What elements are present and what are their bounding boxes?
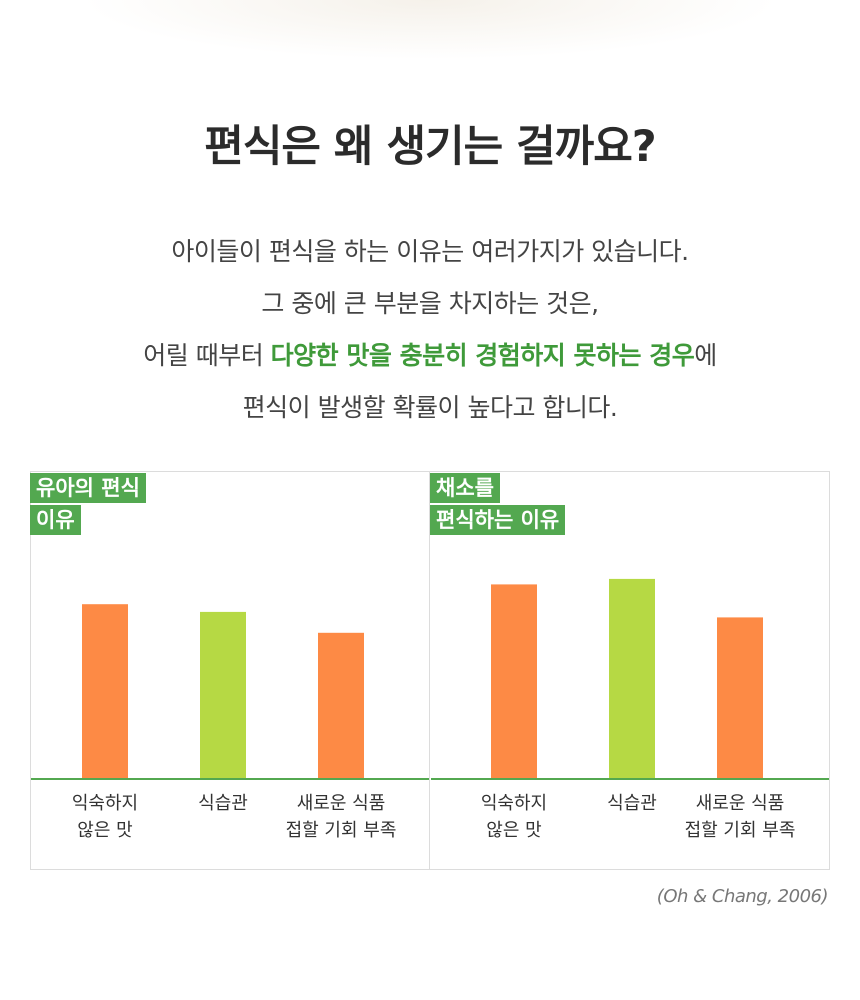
- x-tick-label-chart1-3-line2: 접할 기회 부족: [286, 820, 397, 841]
- description: 아이들이 편식을 하는 이유는 여러가지가 있습니다. 그 중에 큰 부분을 차…: [0, 226, 860, 434]
- bar-chart1-2: [200, 611, 246, 778]
- panel-title-left-line-2: 이유: [30, 505, 81, 535]
- x-tick-label-chart2-1-line2: 않은 맛: [486, 820, 541, 841]
- bar-chart1-3: [318, 632, 364, 778]
- page-title: 편식은 왜 생기는 걸까요?: [204, 122, 656, 172]
- panel-divider: [429, 471, 430, 870]
- bar-chart2-3: [717, 617, 763, 778]
- bar-chart1-1: [82, 604, 128, 778]
- panel-title-right: 채소를 편식하는 이유: [430, 473, 566, 537]
- panel-title-right-line-2: 편식하는 이유: [430, 505, 566, 535]
- description-line-3-before: 어릴 때부터: [143, 341, 271, 370]
- source-citation: (Oh & Chang, 2006): [656, 886, 829, 907]
- description-line-3: 어릴 때부터 다양한 맛을 충분히 경험하지 못하는 경우에: [0, 330, 860, 382]
- description-line-2: 그 중에 큰 부분을 차지하는 것은,: [261, 289, 599, 318]
- x-tick-label-chart2-2-line1: 식습관: [607, 793, 657, 814]
- x-tick-label-chart1-1-line2: 않은 맛: [77, 820, 132, 841]
- x-tick-label-chart2-1-line1: 익숙하지: [481, 793, 547, 814]
- bar-chart2-1: [491, 584, 537, 778]
- description-line-4: 편식이 발생할 확률이 높다고 합니다.: [242, 393, 618, 422]
- x-tick-label-chart1-1-line1: 익숙하지: [72, 793, 138, 814]
- x-tick-label-chart2-3-line1: 새로운 식품: [696, 793, 785, 814]
- panel-title-left: 유아의 편식 이유: [30, 473, 146, 537]
- x-tick-label-chart2-3-line2: 접할 기회 부족: [685, 820, 796, 841]
- x-tick-label-chart1-3-line1: 새로운 식품: [297, 793, 386, 814]
- chart-frame: [30, 471, 830, 870]
- description-line-1: 아이들이 편식을 하는 이유는 여러가지가 있습니다.: [171, 237, 689, 266]
- description-line-3-after: 에: [694, 341, 717, 370]
- description-highlight: 다양한 맛을 충분히 경험하지 못하는 경우: [270, 341, 695, 370]
- x-tick-label-chart1-2-line1: 식습관: [198, 793, 248, 814]
- panel-title-right-line-1: 채소를: [430, 473, 500, 503]
- bar-chart2-2: [609, 578, 655, 778]
- panel-title-left-line-1: 유아의 편식: [30, 473, 146, 503]
